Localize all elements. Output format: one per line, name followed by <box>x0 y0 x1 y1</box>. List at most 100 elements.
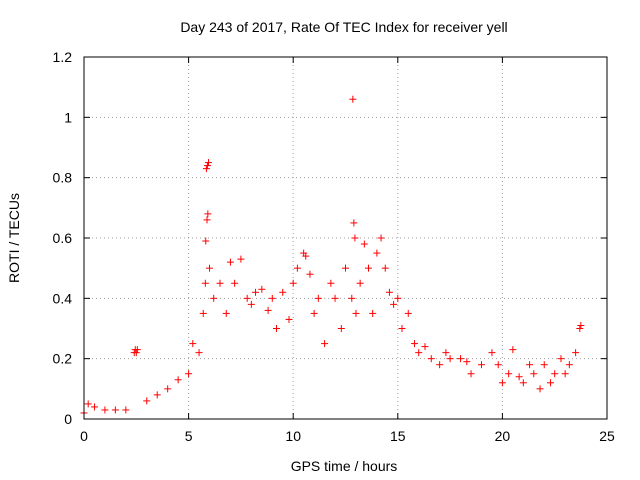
data-point <box>231 279 239 287</box>
data-point <box>442 349 450 357</box>
grid <box>84 57 607 419</box>
data-point <box>390 300 398 308</box>
data-point <box>132 349 140 357</box>
data-point <box>519 379 527 387</box>
data-point <box>342 264 349 272</box>
x-tick-label: 25 <box>599 428 615 444</box>
y-tick-label: 0.6 <box>53 230 73 246</box>
data-point <box>547 379 555 387</box>
data-point <box>557 355 565 363</box>
data-point <box>515 373 523 381</box>
data-point <box>488 349 496 357</box>
data-point <box>285 315 293 323</box>
data-point <box>189 340 197 348</box>
data-point <box>174 376 182 384</box>
data-point <box>204 210 212 218</box>
data-point <box>561 370 569 378</box>
data-point <box>356 279 364 287</box>
data-point <box>331 294 339 302</box>
x-tick-label: 5 <box>185 428 193 444</box>
x-tick-label: 0 <box>80 428 88 444</box>
data-point <box>394 294 402 302</box>
data-point <box>153 391 161 399</box>
data-point <box>385 288 393 296</box>
data-point <box>530 370 538 378</box>
data-point <box>203 216 211 224</box>
data-point <box>302 252 310 260</box>
data-point <box>243 294 251 302</box>
data-point <box>101 406 109 414</box>
data-point <box>185 370 193 378</box>
y-axis-label: ROTI / TECUs <box>6 193 22 283</box>
y-ticks: 0 0.2 0.4 0.6 0.8 1 1.2 <box>53 49 607 427</box>
data-point <box>122 406 130 414</box>
data-point <box>565 361 573 369</box>
data-point <box>446 355 454 363</box>
data-point <box>352 309 360 317</box>
data-points <box>80 95 585 417</box>
data-point <box>477 361 485 369</box>
x-tick-label: 10 <box>285 428 301 444</box>
data-point <box>360 240 368 248</box>
data-point <box>264 306 272 314</box>
data-point <box>498 379 506 387</box>
data-point <box>350 219 358 227</box>
data-point <box>314 294 322 302</box>
data-point <box>577 321 585 329</box>
data-point <box>306 270 314 278</box>
y-tick-label: 0 <box>64 411 72 427</box>
y-tick-label: 1 <box>64 109 72 125</box>
data-point <box>505 370 513 378</box>
data-point <box>365 264 373 272</box>
y-tick-label: 0.2 <box>53 351 73 367</box>
data-point <box>195 349 203 357</box>
data-point <box>293 264 301 272</box>
x-axis-label: GPS time / hours <box>291 458 398 474</box>
x-tick-label: 15 <box>390 428 406 444</box>
data-point <box>572 349 580 357</box>
data-point <box>226 258 234 266</box>
data-point <box>436 361 444 369</box>
data-point <box>526 361 534 369</box>
data-point <box>404 309 412 317</box>
data-point <box>111 406 119 414</box>
data-point <box>279 288 287 296</box>
x-ticks: 0 5 10 15 20 25 <box>80 57 615 444</box>
data-point <box>351 234 359 242</box>
data-point <box>509 346 517 354</box>
data-point <box>457 355 465 363</box>
data-point <box>421 343 429 351</box>
y-tick-label: 1.2 <box>53 49 73 65</box>
data-point <box>204 159 212 167</box>
x-tick-label: 20 <box>495 428 511 444</box>
data-point <box>551 370 559 378</box>
data-point <box>143 397 151 405</box>
data-point <box>289 279 297 287</box>
data-point <box>348 294 356 302</box>
data-point <box>222 309 230 317</box>
data-point <box>427 355 435 363</box>
data-point <box>199 309 207 317</box>
data-point <box>381 264 389 272</box>
data-point <box>576 325 584 332</box>
data-point <box>540 361 548 369</box>
data-point <box>321 340 329 348</box>
data-point <box>202 237 210 245</box>
data-point <box>268 294 276 302</box>
data-point <box>203 162 211 170</box>
data-point <box>216 279 224 287</box>
data-point <box>411 340 419 348</box>
data-point <box>84 400 92 408</box>
data-point <box>377 234 385 242</box>
data-point <box>373 249 381 257</box>
data-point <box>327 279 335 287</box>
data-point <box>237 255 245 263</box>
data-point <box>467 370 475 378</box>
data-point <box>210 294 218 302</box>
data-point <box>252 288 260 296</box>
data-point <box>201 279 209 287</box>
data-point <box>164 385 172 393</box>
data-point <box>202 165 210 173</box>
data-point <box>349 95 357 103</box>
